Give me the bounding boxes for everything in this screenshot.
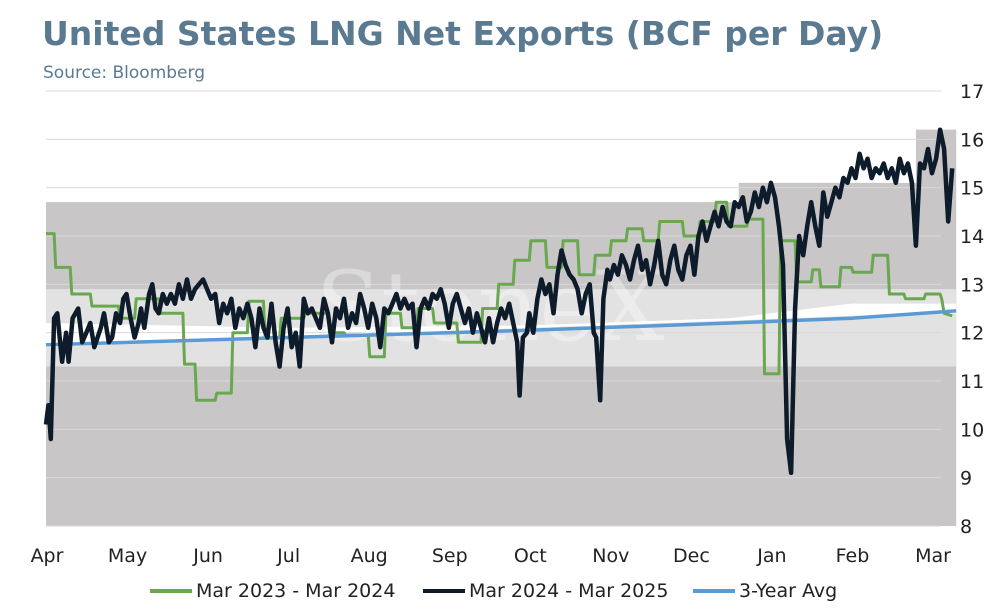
legend-label-2024: Mar 2024 - Mar 2025 [469, 580, 669, 602]
x-tick-label: Jun [192, 545, 223, 567]
y-tick-label: 10 [960, 419, 984, 441]
legend-item-2024: Mar 2024 - Mar 2025 [423, 580, 668, 602]
x-tick-label: Dec [673, 545, 710, 567]
legend-label-avg: 3-Year Avg [739, 580, 838, 602]
x-tick-label: Jan [756, 545, 786, 567]
legend-item-2023: Mar 2023 - Mar 2024 [150, 580, 395, 602]
y-tick-label: 8 [960, 516, 972, 538]
y-tick-label: 15 [960, 178, 984, 200]
chart-legend: Mar 2023 - Mar 2024 Mar 2024 - Mar 2025 … [0, 580, 994, 608]
y-tick-label: 16 [960, 129, 984, 151]
legend-swatch-2023 [150, 589, 192, 593]
legend-swatch-avg [693, 589, 735, 593]
x-tick-label: Oct [514, 545, 547, 567]
x-tick-label: Feb [836, 545, 870, 567]
x-tick-label: Mar [915, 545, 951, 567]
series-line-avg [45, 309, 957, 347]
legend-item-avg: 3-Year Avg [693, 580, 837, 602]
legend-label-2023: Mar 2023 - Mar 2024 [196, 580, 396, 602]
x-tick-label: Sep [432, 545, 468, 567]
x-tick-label: May [108, 545, 147, 567]
y-tick-label: 17 [960, 81, 984, 103]
x-tick-label: Jul [276, 545, 300, 567]
legend-swatch-2024 [423, 589, 465, 593]
series-line-2024 [43, 127, 955, 476]
y-tick-label: 13 [960, 274, 984, 296]
series-line-2023 [46, 200, 953, 402]
x-tick-label: Nov [592, 545, 629, 567]
chart-source: Source: Bloomberg [43, 63, 205, 83]
y-tick-label: 12 [960, 323, 984, 345]
y-tick-label: 14 [960, 226, 984, 248]
x-tick-label: Aug [351, 545, 388, 567]
x-tick-label: Apr [31, 545, 64, 567]
chart-title: United States LNG Net Exports (BCF per D… [42, 14, 884, 53]
y-tick-label: 9 [960, 468, 972, 490]
y-tick-label: 11 [960, 371, 984, 393]
